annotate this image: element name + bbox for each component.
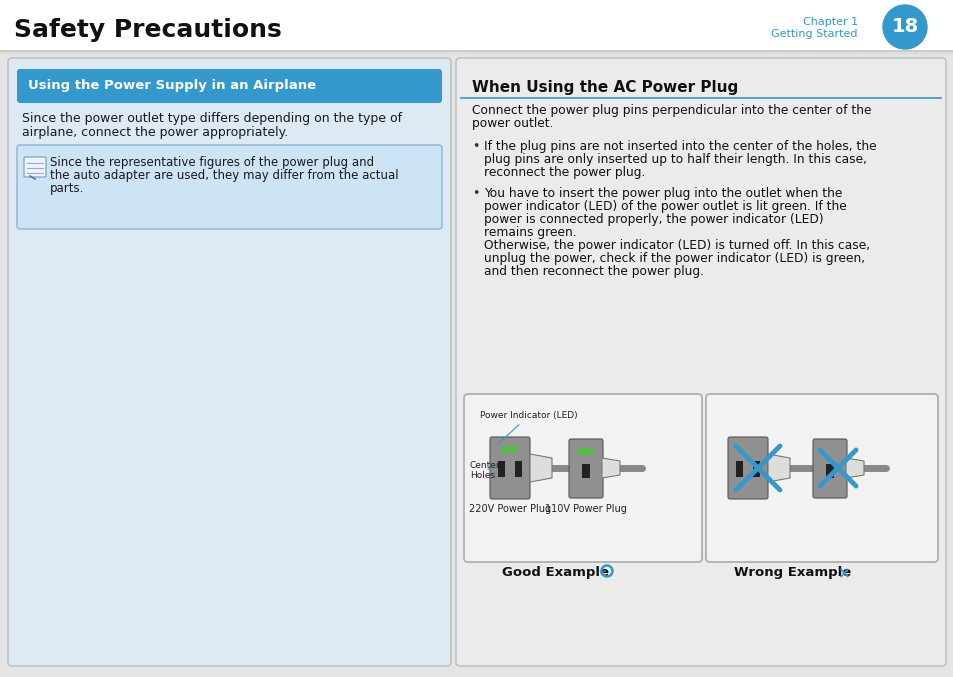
Text: 110V Power Plug: 110V Power Plug (544, 504, 626, 514)
FancyBboxPatch shape (456, 58, 945, 666)
Text: Using the Power Supply in an Airplane: Using the Power Supply in an Airplane (28, 79, 315, 93)
FancyBboxPatch shape (568, 439, 602, 498)
Polygon shape (845, 458, 863, 478)
Text: Safety Precautions: Safety Precautions (14, 18, 281, 42)
Text: power indicator (LED) of the power outlet is lit green. If the: power indicator (LED) of the power outle… (483, 200, 846, 213)
FancyBboxPatch shape (727, 437, 767, 499)
Text: Good Example: Good Example (502, 566, 609, 579)
Text: •: • (472, 140, 478, 153)
Polygon shape (767, 454, 789, 482)
Text: plug pins are only inserted up to half their length. In this case,: plug pins are only inserted up to half t… (483, 153, 866, 166)
Polygon shape (530, 454, 552, 482)
Bar (735, 461, 742, 477)
Text: If the plug pins are not inserted into the center of the holes, the: If the plug pins are not inserted into t… (483, 140, 876, 153)
Text: remains green.: remains green. (483, 226, 576, 239)
Text: the auto adapter are used, they may differ from the actual: the auto adapter are used, they may diff… (50, 169, 398, 182)
FancyBboxPatch shape (463, 394, 701, 562)
Text: Center
Holes: Center Holes (470, 460, 500, 480)
Bar (581, 464, 589, 478)
Bar (515, 461, 521, 477)
Text: Wrong Example: Wrong Example (734, 566, 851, 579)
FancyBboxPatch shape (17, 69, 441, 103)
Bar (752, 461, 760, 477)
Bar (497, 461, 504, 477)
Text: Otherwise, the power indicator (LED) is turned off. In this case,: Otherwise, the power indicator (LED) is … (483, 239, 869, 252)
Text: Chapter 1: Chapter 1 (802, 17, 857, 27)
FancyBboxPatch shape (490, 437, 530, 499)
Text: Connect the power plug pins perpendicular into the center of the: Connect the power plug pins perpendicula… (472, 104, 871, 117)
Text: Power Indicator (LED): Power Indicator (LED) (479, 411, 577, 444)
Text: ×: × (836, 566, 848, 581)
Bar (0, 0, 953, 50)
Text: parts.: parts. (50, 182, 84, 195)
Text: When Using the AC Power Plug: When Using the AC Power Plug (472, 80, 738, 95)
Text: reconnect the power plug.: reconnect the power plug. (483, 166, 644, 179)
Text: unplug the power, check if the power indicator (LED) is green,: unplug the power, check if the power ind… (483, 252, 864, 265)
Text: 220V Power Plug: 220V Power Plug (469, 504, 551, 514)
Bar (0, 52, 953, 55)
Circle shape (882, 5, 926, 49)
Bar (825, 464, 833, 478)
Text: Since the representative figures of the power plug and: Since the representative figures of the … (50, 156, 374, 169)
Text: and then reconnect the power plug.: and then reconnect the power plug. (483, 265, 703, 278)
Text: Since the power outlet type differs depending on the type of: Since the power outlet type differs depe… (22, 112, 402, 125)
Text: Getting Started: Getting Started (771, 29, 857, 39)
Text: 18: 18 (890, 18, 918, 37)
Bar (578, 448, 594, 455)
Text: power is connected properly, the power indicator (LED): power is connected properly, the power i… (483, 213, 822, 226)
Text: •: • (472, 187, 478, 200)
FancyBboxPatch shape (8, 58, 451, 666)
FancyBboxPatch shape (17, 145, 441, 229)
FancyBboxPatch shape (705, 394, 937, 562)
FancyBboxPatch shape (812, 439, 846, 498)
Text: You have to insert the power plug into the outlet when the: You have to insert the power plug into t… (483, 187, 841, 200)
Polygon shape (601, 458, 619, 478)
Text: power outlet.: power outlet. (472, 117, 553, 130)
Text: airplane, connect the power appropriately.: airplane, connect the power appropriatel… (22, 126, 288, 139)
Bar (501, 446, 517, 453)
FancyBboxPatch shape (24, 157, 46, 177)
Bar (0, 50, 953, 52)
